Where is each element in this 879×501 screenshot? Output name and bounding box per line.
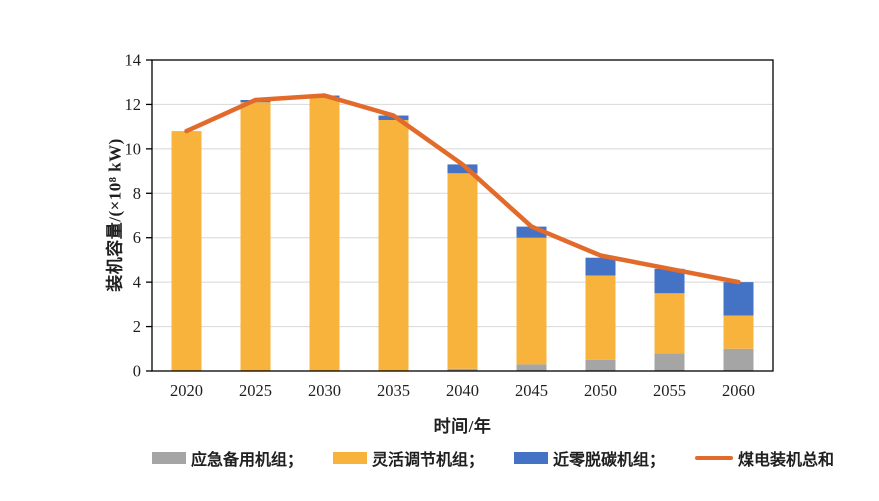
bar-segment — [447, 164, 478, 174]
plot-border — [151, 59, 774, 372]
bar-segment — [516, 226, 547, 238]
x-tick-label: 2025 — [239, 381, 272, 400]
total-line — [184, 93, 741, 285]
x-tick-label: 2045 — [515, 381, 548, 400]
x-tick-label: 2020 — [170, 381, 203, 400]
y-tick-label: 0 — [133, 362, 141, 381]
bar-segment — [723, 348, 754, 371]
legend-label: 应急备用机组； — [191, 452, 304, 469]
y-tick-label: 6 — [133, 228, 141, 247]
x-tick-label: 2035 — [377, 381, 410, 400]
y-tick-label: 10 — [125, 139, 142, 158]
bar-segment — [516, 364, 547, 371]
legend-label: 灵活调节机组； — [372, 452, 485, 469]
bar-segment — [654, 353, 685, 371]
x-tick-label: 2060 — [722, 381, 755, 400]
bar-swatch-icon — [514, 452, 549, 464]
y-tick-label: 12 — [125, 95, 142, 114]
legend-item-flexible-units: 灵活调节机组； — [333, 446, 484, 470]
y-tick-label: 8 — [133, 184, 141, 203]
chart-canvas: 0 2 4 6 8 10 12 14 2020 2025 2030 2035 2040 2045 2050 2… — [125, 51, 774, 400]
bar-segment — [378, 119, 409, 371]
x-tick-label: 2040 — [446, 381, 479, 400]
legend-label: 近零脱碳机组； — [553, 452, 666, 469]
x-tick-label: 2030 — [308, 381, 341, 400]
bar-segment — [654, 293, 685, 354]
bar-segment — [585, 257, 616, 276]
y-tick-label: 4 — [133, 273, 141, 292]
legend: 应急备用机组； 灵活调节机组； 近零脱碳机组； 煤电装机总和 — [152, 446, 834, 470]
bar-segment — [447, 173, 478, 369]
legend-item-emergency-backup: 应急备用机组； — [152, 446, 303, 470]
x-axis-title: 时间/年 — [433, 417, 492, 436]
bar-segment — [723, 315, 754, 349]
y-tick-label: 2 — [133, 317, 141, 336]
y-axis-title: 装机容量/(×10⁸ kW) — [105, 138, 125, 292]
bar-segment — [723, 282, 754, 316]
bar-segment — [447, 368, 478, 371]
bar-swatch-icon — [152, 452, 186, 464]
line-swatch-icon — [695, 455, 734, 461]
bar-segment — [585, 359, 616, 371]
bar-segment — [309, 97, 340, 371]
legend-label: 煤电装机总和 — [738, 452, 835, 469]
bar-swatch-icon — [333, 452, 368, 464]
x-tick-label: 2050 — [584, 381, 617, 400]
bar-segment — [171, 131, 202, 371]
legend-item-total-line: 煤电装机总和 — [695, 446, 834, 470]
y-tick-label: 14 — [125, 51, 142, 70]
legend-item-near-zero-units: 近零脱碳机组； — [514, 446, 665, 470]
bar-segment — [585, 275, 616, 360]
bar-segment — [516, 237, 547, 365]
bar-segment — [240, 102, 271, 371]
x-tick-label: 2055 — [653, 381, 686, 400]
